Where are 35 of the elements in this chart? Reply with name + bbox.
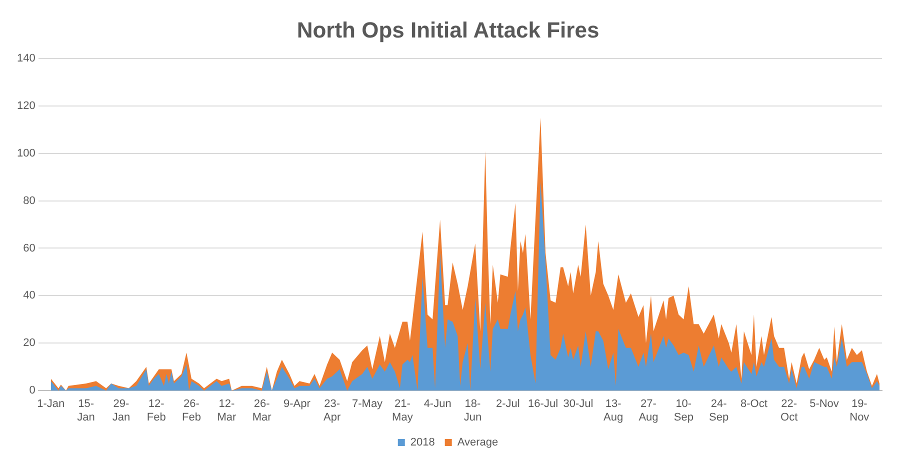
x-tick-label: 24-Sep (709, 398, 729, 424)
chart-title: North Ops Initial Attack Fires (296, 17, 600, 42)
x-tick-label: 9-Apr (284, 398, 311, 410)
x-tick-label: 10-Sep (674, 398, 694, 424)
y-tick-label: 100 (16, 147, 36, 160)
legend-label: Average (457, 436, 498, 449)
x-tick-label: 22-Oct (780, 398, 798, 424)
x-tick-label: 29-Jan (112, 398, 130, 424)
y-tick-label: 60 (23, 242, 36, 254)
x-tick-label: 18-Jun (464, 398, 482, 424)
x-tick-label: 12-Mar (217, 398, 236, 424)
y-tick-label: 40 (23, 290, 36, 302)
x-tick-label: 26-Mar (252, 398, 272, 424)
x-tick-label: 30-Jul (563, 398, 594, 410)
x-tick-label: 5-Nov (810, 398, 840, 410)
x-tick-label: 23-Apr (324, 398, 342, 424)
x-tick-label: 21-May (392, 398, 414, 424)
x-tick-label: 2-Jul (496, 398, 520, 410)
legend-label: 2018 (410, 436, 435, 449)
x-tick-label: 16-Jul (528, 398, 558, 410)
x-tick-label: 15-Jan (77, 398, 95, 424)
y-tick-label: 20 (23, 337, 36, 350)
x-tick-label: 13-Aug (604, 398, 624, 424)
x-tick-label: 12-Feb (146, 398, 166, 424)
y-tick-label: 0 (29, 384, 36, 397)
x-tick-label: 8-Oct (740, 398, 768, 410)
y-tick-label: 140 (16, 52, 36, 64)
x-tick-label: 26-Feb (182, 398, 201, 424)
x-tick-label: 7-May (352, 398, 384, 410)
y-tick-label: 80 (23, 194, 36, 207)
x-tick-label: 4-Jun (424, 398, 452, 410)
x-tick-label: 1-Jan (37, 398, 65, 410)
x-tick-label: 19-Nov (850, 398, 870, 424)
y-tick-label: 120 (16, 100, 36, 112)
x-tick-label: 27-Aug (638, 398, 658, 424)
